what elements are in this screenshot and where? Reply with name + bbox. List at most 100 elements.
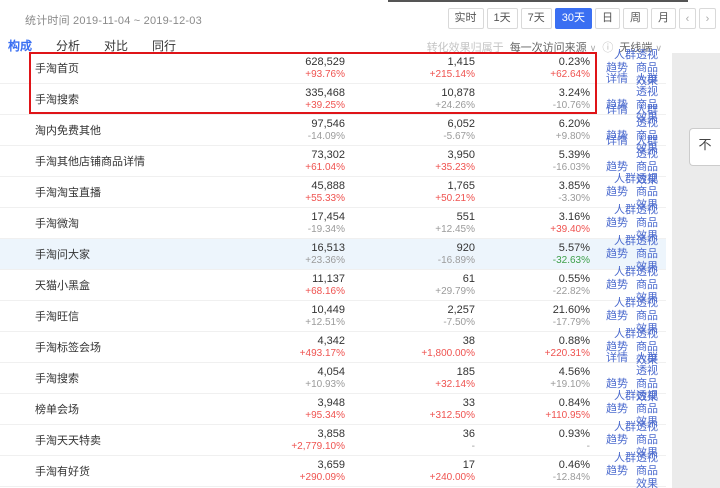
conversion-delta: -22.82% xyxy=(552,286,590,297)
terminal-select[interactable]: 无线端 ∨ xyxy=(619,39,662,55)
next-period-button[interactable]: › xyxy=(699,8,716,29)
buyers-cell: 3,950 +35.23% xyxy=(345,149,475,173)
trend-link[interactable]: 趋势 xyxy=(606,185,628,198)
trend-link[interactable]: 趋势 xyxy=(606,309,628,322)
table-row: 手淘微淘 17,454 -19.34% 551 +12.45% 3.16% +3… xyxy=(0,204,666,242)
conversion-cell: 0.93% - xyxy=(475,428,590,452)
trend-link[interactable]: 趋势 xyxy=(606,278,628,291)
product-effect-link[interactable]: 商品效果 xyxy=(636,464,658,488)
product-effect-link[interactable]: 商品效果 xyxy=(636,433,658,459)
visitors-cell: 3,948 +95.34% xyxy=(245,397,345,421)
trend-link[interactable]: 趋势 xyxy=(606,247,628,260)
visitors-cell: 4,342 +493.17% xyxy=(245,335,345,359)
audience-insight-link[interactable]: 人群透视 xyxy=(614,389,658,402)
visitors-delta: +12.51% xyxy=(305,317,345,328)
buyers-delta: +35.23% xyxy=(435,162,475,173)
product-effect-link[interactable]: 商品效果 xyxy=(636,161,658,186)
detail-link[interactable]: 详情 xyxy=(606,135,628,147)
audience-insight-link[interactable]: 人群透视 xyxy=(614,172,658,185)
channel-name: 手淘其他店铺商品详情 xyxy=(35,156,145,168)
audience-insight-link[interactable]: 人群透视 xyxy=(636,73,658,98)
audience-insight-link[interactable]: 人群透视 xyxy=(614,203,658,216)
stats-period-label: 统计时间 2019-11-04 ~ 2019-12-03 xyxy=(25,15,202,27)
tab[interactable]: 同行 xyxy=(152,39,177,53)
visitors-delta: +10.93% xyxy=(305,379,345,390)
time-button[interactable]: 7天 xyxy=(520,8,552,29)
trend-link[interactable]: 趋势 xyxy=(606,433,628,446)
visitors-delta: +2,779.10% xyxy=(291,441,345,452)
audience-insight-link[interactable]: 人群透视 xyxy=(614,48,658,61)
tab[interactable]: 分析 xyxy=(56,39,81,53)
side-feedback-tab[interactable]: 不 xyxy=(689,128,720,166)
visitors-delta: -19.34% xyxy=(307,224,345,235)
table-row: 手淘淘宝直播 45,888 +55.33% 1,765 +50.21% 3.85… xyxy=(0,173,666,211)
trend-link[interactable]: 趋势 xyxy=(606,402,628,415)
conversion-delta: +19.10% xyxy=(550,379,590,390)
buyers-delta: -16.89% xyxy=(437,255,475,266)
product-effect-link[interactable]: 商品效果 xyxy=(636,309,658,335)
conversion-cell: 3.24% -10.76% xyxy=(475,87,590,111)
channel-name: 手淘问大家 xyxy=(35,249,90,261)
product-effect-link[interactable]: 商品效果 xyxy=(636,99,658,124)
audience-insight-link[interactable]: 人群透视 xyxy=(636,352,658,377)
right-gutter xyxy=(672,53,720,488)
time-button[interactable]: 1天 xyxy=(486,8,518,29)
product-effect-link[interactable]: 商品效果 xyxy=(636,340,658,366)
conversion-value: 3.16% xyxy=(558,211,590,223)
table-row: 手淘有好货 3,659 +290.09% 17 +240.00% 0.46% -… xyxy=(0,452,666,488)
buyers-cell: 185 +32.14% xyxy=(345,366,475,390)
product-effect-link[interactable]: 商品效果 xyxy=(636,278,658,304)
time-button[interactable]: 实时 xyxy=(447,8,484,29)
info-icon[interactable]: ⓘ xyxy=(602,42,614,54)
visitors-value: 10,449 xyxy=(311,304,345,316)
trend-link[interactable]: 趋势 xyxy=(606,216,628,229)
visitors-cell: 10,449 +12.51% xyxy=(245,304,345,328)
trend-link[interactable]: 趋势 xyxy=(606,464,628,477)
time-button[interactable]: 月 xyxy=(651,8,676,29)
visitors-value: 11,137 xyxy=(312,273,345,285)
top-edge-artifact xyxy=(388,0,688,2)
product-effect-link[interactable]: 商品效果 xyxy=(636,130,658,155)
tab[interactable]: 对比 xyxy=(104,39,129,53)
table-row: 手淘问大家 16,513 +23.36% 920 -16.89% 5.57% -… xyxy=(0,235,666,273)
trend-link[interactable]: 趋势 xyxy=(606,99,628,111)
visitors-delta: +493.17% xyxy=(299,348,345,359)
prev-period-button[interactable]: ‹ xyxy=(679,8,696,29)
audience-insight-link[interactable]: 人群透视 xyxy=(614,296,658,309)
audience-insight-link[interactable]: 人群透视 xyxy=(614,420,658,433)
time-button[interactable]: 30天 xyxy=(554,8,592,29)
buyers-delta: +12.45% xyxy=(435,224,475,235)
time-button[interactable]: 日 xyxy=(595,8,620,29)
trend-link[interactable]: 趋势 xyxy=(606,161,628,173)
conversion-value: 0.55% xyxy=(558,273,590,285)
product-effect-link[interactable]: 商品效果 xyxy=(636,61,658,87)
trend-link[interactable]: 趋势 xyxy=(606,340,628,353)
trend-link[interactable]: 趋势 xyxy=(606,130,628,142)
audience-insight-link[interactable]: 人群透视 xyxy=(614,327,658,340)
product-effect-link[interactable]: 商品效果 xyxy=(636,378,658,403)
audience-insight-link[interactable]: 人群透视 xyxy=(614,234,658,247)
product-effect-link[interactable]: 商品效果 xyxy=(636,185,658,211)
visitors-cell: 17,454 -19.34% xyxy=(245,211,345,235)
attribution-select[interactable]: 每一次访问来源 ∨ xyxy=(510,39,597,55)
detail-link[interactable]: 详情 xyxy=(606,73,628,85)
audience-insight-link[interactable]: 人群透视 xyxy=(614,265,658,278)
audience-insight-link[interactable]: 人群透视 xyxy=(636,104,658,129)
detail-link[interactable]: 详情 xyxy=(606,352,628,364)
product-effect-link[interactable]: 商品效果 xyxy=(636,216,658,242)
audience-insight-link[interactable]: 人群透视 xyxy=(614,451,658,464)
buyers-value: 6,052 xyxy=(447,118,475,130)
time-button[interactable]: 周 xyxy=(623,8,648,29)
visitors-cell: 45,888 +55.33% xyxy=(245,180,345,204)
visitors-cell: 16,513 +23.36% xyxy=(245,242,345,266)
product-effect-link[interactable]: 商品效果 xyxy=(636,247,658,273)
trend-link[interactable]: 趋势 xyxy=(606,378,628,390)
audience-insight-link[interactable]: 人群透视 xyxy=(636,135,658,160)
tab[interactable]: 构成 xyxy=(8,39,33,53)
detail-link[interactable]: 详情 xyxy=(606,104,628,116)
product-effect-link[interactable]: 商品效果 xyxy=(636,402,658,428)
table-row: 淘内免费其他 97,546 -14.09% 6,052 -5.67% 6.20%… xyxy=(0,104,666,155)
trend-link[interactable]: 趋势 xyxy=(606,61,628,74)
